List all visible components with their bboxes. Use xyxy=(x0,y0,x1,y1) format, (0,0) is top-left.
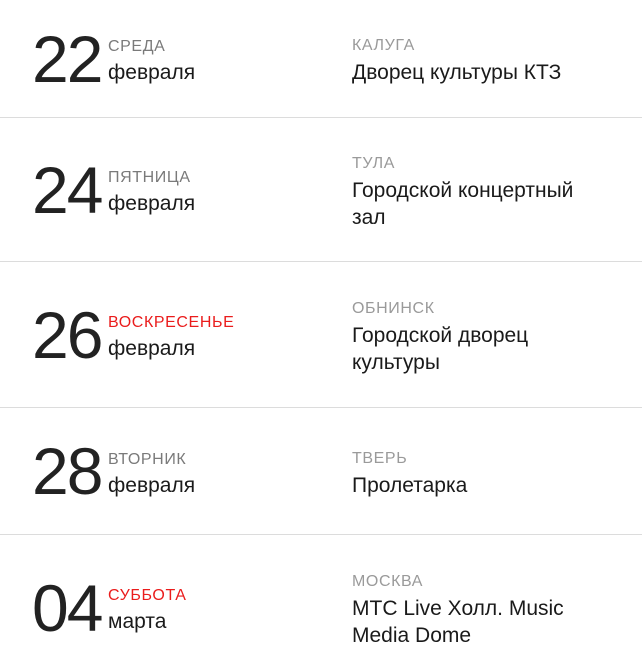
venue-label: Пролетарка xyxy=(352,473,468,497)
venue-label: Городской концертный зал xyxy=(352,178,574,229)
venue-label: МТС Live Холл. Music Media Dome xyxy=(352,596,564,647)
date-column: ПЯТНИЦА февраля xyxy=(108,163,352,216)
venue-label: Дворец культуры КТЗ xyxy=(352,61,562,84)
date-column: СРЕДА февраля xyxy=(108,32,352,85)
place-column: КАЛУГА Дворец культуры КТЗ xyxy=(352,31,642,86)
event-row[interactable]: 22 СРЕДА февраля КАЛУГА Дворец культуры … xyxy=(0,0,642,117)
day-number: 28 xyxy=(32,434,103,508)
weekday-label: СУББОТА xyxy=(108,587,187,604)
event-row[interactable]: 26 ВОСКРЕСЕНЬЕ февраля ОБНИНСК Городской… xyxy=(0,261,642,407)
day-number: 22 xyxy=(32,21,103,96)
place-column: МОСКВА МТС Live Холл. Music Media Dome xyxy=(352,567,642,649)
weekday-label: ПЯТНИЦА xyxy=(108,169,191,186)
city-label: ОБНИНСК xyxy=(352,299,435,317)
weekday-label: СРЕДА xyxy=(108,38,166,55)
date-column: СУББОТА марта xyxy=(108,581,352,634)
place-column: ОБНИНСК Городской дворец культуры xyxy=(352,294,642,376)
city-label: КАЛУГА xyxy=(352,37,415,54)
city-label: ТУЛА xyxy=(352,154,395,172)
month-label: февраля xyxy=(108,192,196,215)
place-column: ТУЛА Городской концертный зал xyxy=(352,149,642,231)
day-number: 24 xyxy=(32,152,103,227)
city-label: МОСКВА xyxy=(352,572,424,590)
event-row[interactable]: 04 СУББОТА марта МОСКВА МТС Live Холл. M… xyxy=(0,534,642,658)
month-label: февраля xyxy=(108,61,196,84)
event-row[interactable]: 24 ПЯТНИЦА февраля ТУЛА Городской концер… xyxy=(0,117,642,261)
month-label: марта xyxy=(108,610,167,633)
venue-label: Городской дворец культуры xyxy=(352,323,529,374)
event-row[interactable]: 28 ВТОРНИК февраля ТВЕРЬ Пролетарка xyxy=(0,407,642,534)
day-number: 26 xyxy=(32,297,103,372)
date-column: ВТОРНИК февраля xyxy=(108,445,352,498)
weekday-label: ВОСКРЕСЕНЬЕ xyxy=(108,314,235,331)
place-column: ТВЕРЬ Пролетарка xyxy=(352,444,642,499)
month-label: февраля xyxy=(108,473,196,497)
city-label: ТВЕРЬ xyxy=(352,449,408,467)
month-label: февраля xyxy=(108,337,196,360)
day-number: 04 xyxy=(32,570,103,645)
date-column: ВОСКРЕСЕНЬЕ февраля xyxy=(108,308,352,361)
weekday-label: ВТОРНИК xyxy=(108,450,187,468)
